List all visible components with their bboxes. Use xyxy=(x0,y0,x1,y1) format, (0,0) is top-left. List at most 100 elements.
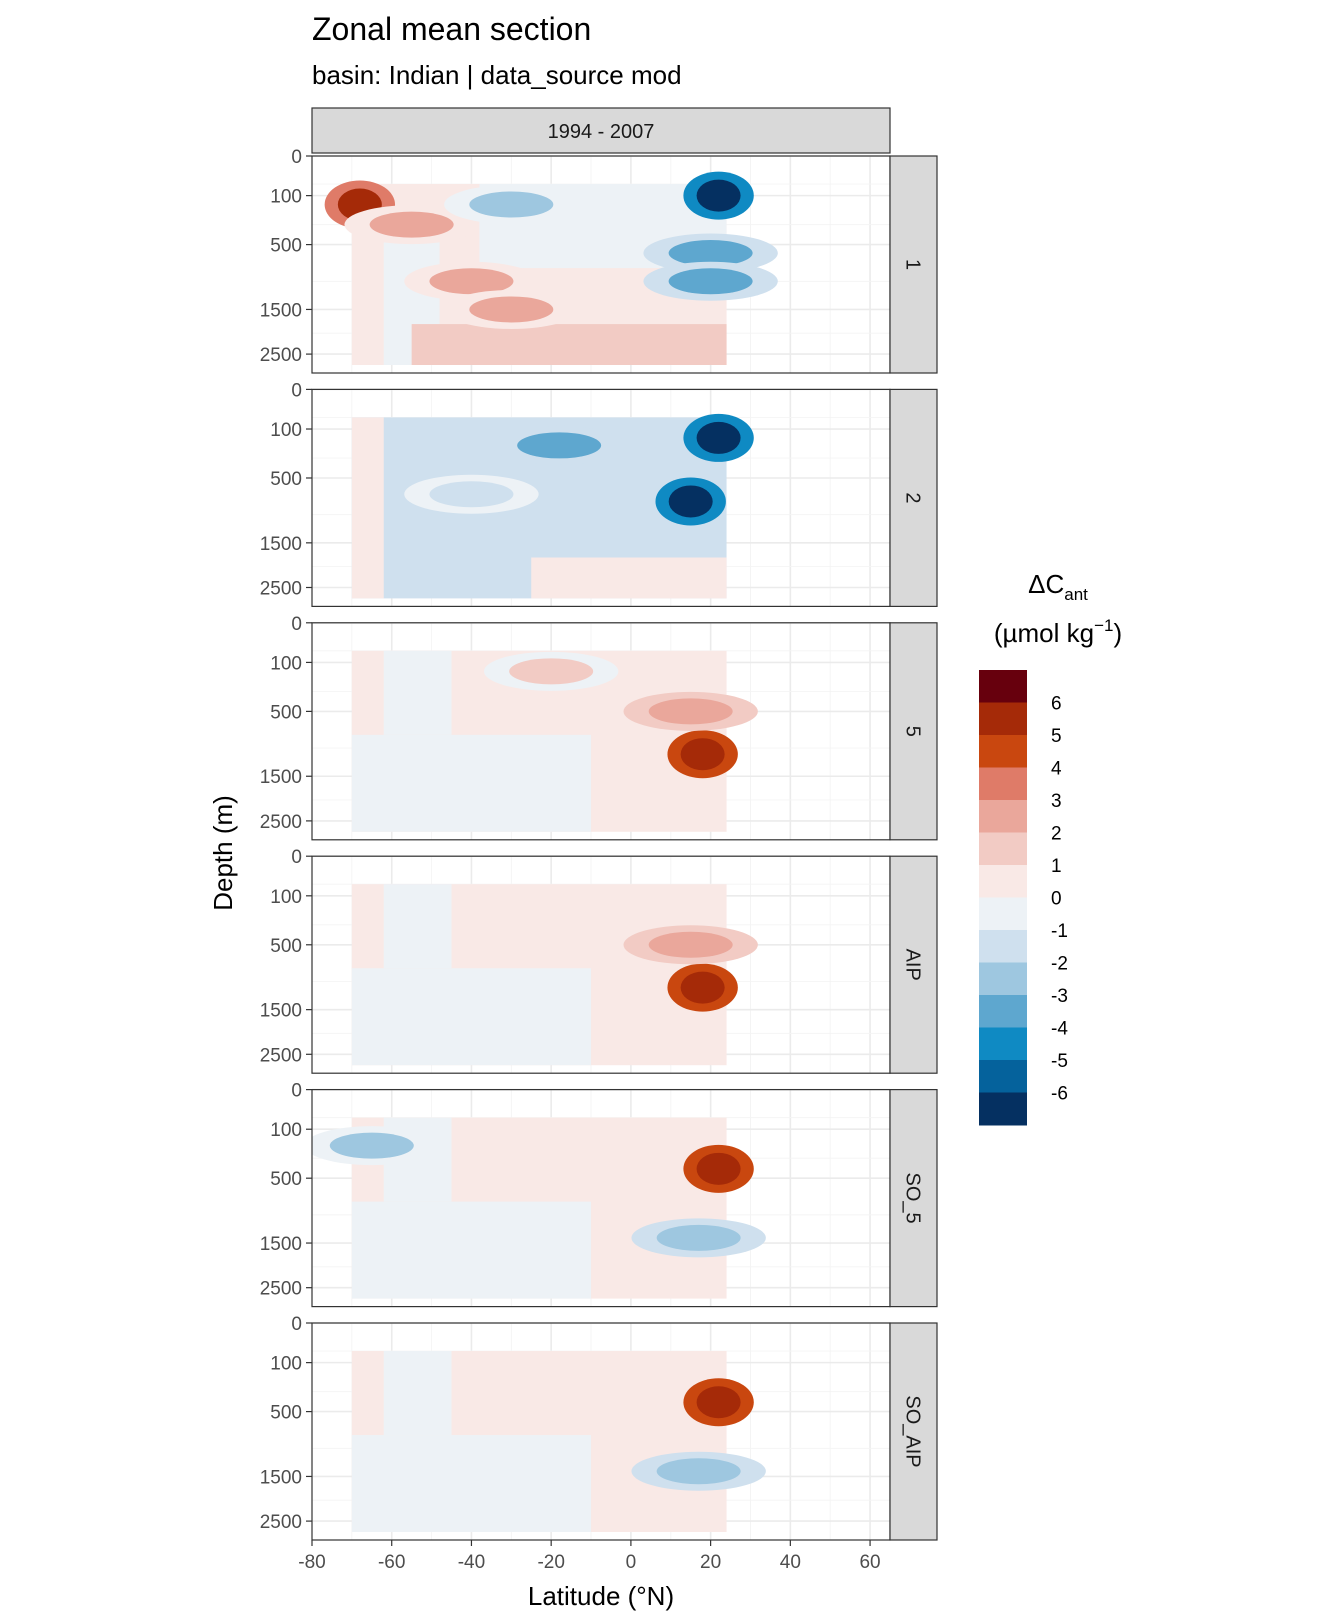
x-tick-label: -20 xyxy=(537,1552,564,1573)
y-tick-label: 100 xyxy=(270,1354,302,1375)
legend-label: -4 xyxy=(1051,1019,1068,1040)
data-field xyxy=(351,650,758,832)
contour-feature xyxy=(696,1386,741,1419)
legend-label: -1 xyxy=(1051,921,1068,942)
contour-feature xyxy=(696,179,741,212)
contour-feature xyxy=(696,421,741,454)
data-field xyxy=(351,413,754,599)
field-band xyxy=(383,884,452,969)
y-tick-label: 0 xyxy=(291,1314,302,1335)
column-strip-box xyxy=(311,107,891,154)
legend-swatch xyxy=(979,995,1027,1028)
contour-feature xyxy=(668,240,753,267)
y-tick-label: 1500 xyxy=(260,300,302,321)
contour-feature xyxy=(680,738,725,771)
contour-feature xyxy=(668,485,713,518)
y-tick-label: 500 xyxy=(270,702,302,723)
row-strip-label: SO_AIP xyxy=(902,1395,924,1467)
legend-swatch xyxy=(979,1060,1027,1093)
field-band xyxy=(351,734,592,832)
y-axis-ticks: 0 100 500 1500 2500 xyxy=(260,380,312,599)
y-tick-label: 0 xyxy=(291,847,302,868)
contour-feature xyxy=(369,211,454,238)
x-axis-title: Latitude (°N) xyxy=(528,1581,674,1611)
legend-title: ΔCant xyxy=(1028,569,1088,604)
legend-label: 0 xyxy=(1051,889,1062,910)
legend-label: -6 xyxy=(1051,1084,1068,1105)
contour-feature xyxy=(668,268,753,295)
legend-unit: (µmol kg−1) xyxy=(994,616,1122,648)
field-band xyxy=(351,968,592,1066)
contour-feature xyxy=(517,432,602,459)
data-field xyxy=(351,884,758,1066)
column-strip: 1994 - 2007 xyxy=(311,107,891,154)
contour-feature xyxy=(429,268,514,295)
y-axis-ticks: 0 100 500 1500 2500 xyxy=(260,1081,312,1300)
y-axis-ticks: 0 100 500 1500 2500 xyxy=(260,847,312,1066)
chart-subtitle: basin: Indian | data_source mod xyxy=(312,60,682,90)
x-tick-label: 20 xyxy=(700,1552,721,1573)
legend-label: 6 xyxy=(1051,694,1062,715)
y-tick-label: 100 xyxy=(270,420,302,441)
y-tick-label: 1500 xyxy=(260,1467,302,1488)
y-tick-label: 100 xyxy=(270,887,302,908)
legend-swatch xyxy=(979,1027,1027,1061)
y-axis-ticks: 0 100 500 1500 2500 xyxy=(260,1314,312,1533)
y-tick-label: 2500 xyxy=(260,812,302,833)
column-strip-label: 1994 - 2007 xyxy=(548,121,655,143)
contour-feature xyxy=(469,191,554,218)
legend-swatch xyxy=(979,1092,1027,1126)
x-tick-label: 60 xyxy=(859,1552,880,1573)
x-tick-label: -40 xyxy=(458,1552,485,1573)
y-tick-label: 2500 xyxy=(260,1279,302,1300)
facet-panel-SO_5: 0 100 500 1500 2500 SO_5 xyxy=(260,1081,938,1308)
row-strip-label: AIP xyxy=(902,949,924,981)
facet-panel-SO_AIP: 0 100 500 1500 2500 SO_AIP xyxy=(260,1314,938,1541)
y-tick-label: 2500 xyxy=(260,1045,302,1066)
facet-panel-2: 0 100 500 1500 2500 2 xyxy=(260,380,938,607)
y-tick-label: 1500 xyxy=(260,534,302,555)
y-tick-label: 500 xyxy=(270,1169,302,1190)
y-tick-label: 500 xyxy=(270,936,302,957)
y-tick-label: 0 xyxy=(291,147,302,168)
legend-swatch xyxy=(979,702,1027,736)
y-tick-label: 2500 xyxy=(260,345,302,366)
legend-label: 2 xyxy=(1051,824,1062,845)
legend-swatch xyxy=(979,800,1027,833)
legend-swatch xyxy=(979,767,1027,801)
facet-panel-1: 0 100 500 1500 2500 1 xyxy=(260,147,938,374)
row-strip xyxy=(889,155,938,374)
contour-feature xyxy=(680,971,725,1004)
y-tick-label: 0 xyxy=(291,380,302,401)
legend-swatch xyxy=(979,865,1027,898)
legend-label: 4 xyxy=(1051,759,1062,780)
facet-panel-AIP: 0 100 500 1500 2500 AIP xyxy=(260,847,938,1074)
y-tick-label: 1500 xyxy=(260,767,302,788)
data-field xyxy=(324,171,778,365)
legend-label: 5 xyxy=(1051,726,1062,747)
y-tick-label: 500 xyxy=(270,1403,302,1424)
field-band xyxy=(383,1351,452,1436)
contour-feature xyxy=(696,1152,741,1185)
y-tick-label: 1500 xyxy=(260,1234,302,1255)
field-band xyxy=(411,324,727,365)
y-tick-label: 500 xyxy=(270,236,302,257)
y-axis-ticks: 0 100 500 1500 2500 xyxy=(260,614,312,833)
row-strip-label: 5 xyxy=(902,726,924,737)
contour-feature xyxy=(648,931,733,958)
chart-title: Zonal mean section xyxy=(312,11,591,47)
legend-swatch xyxy=(979,832,1027,866)
y-tick-label: 500 xyxy=(270,469,302,490)
contour-feature xyxy=(648,698,733,725)
field-band xyxy=(351,417,384,599)
contour-feature xyxy=(329,1132,414,1159)
legend-swatch xyxy=(979,735,1027,768)
field-band xyxy=(351,1201,592,1299)
y-tick-label: 2500 xyxy=(260,1512,302,1533)
x-tick-label: 0 xyxy=(626,1552,637,1573)
x-tick-label: -80 xyxy=(298,1552,325,1573)
y-tick-label: 100 xyxy=(270,1120,302,1141)
x-tick-label: 40 xyxy=(780,1552,801,1573)
y-tick-label: 0 xyxy=(291,614,302,635)
